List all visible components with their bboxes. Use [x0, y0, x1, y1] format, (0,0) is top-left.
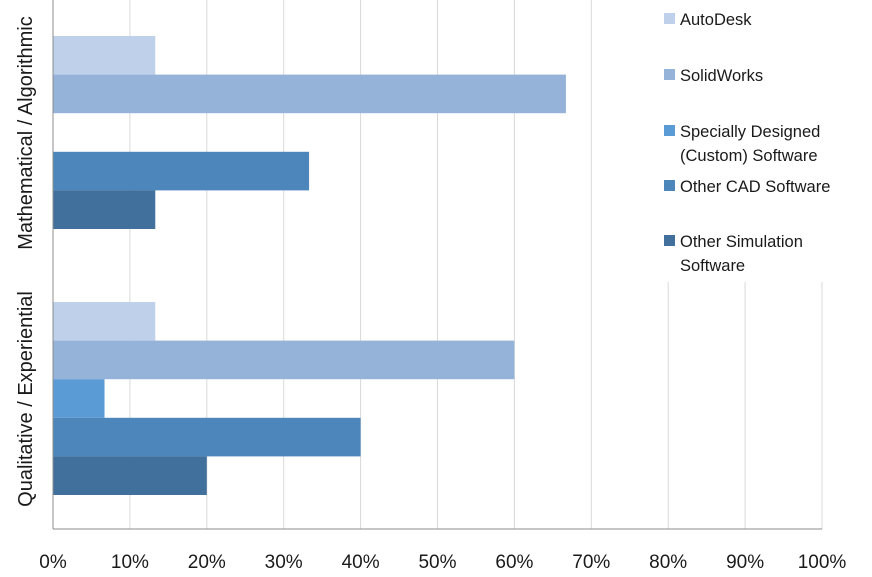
x-tick-label: 50%	[418, 552, 456, 573]
bar-autodesk-1	[53, 36, 156, 75]
legend-swatch	[664, 13, 675, 24]
legend-label: Specially Designed	[680, 123, 820, 141]
bar-specially-designed-custom-software-2	[53, 379, 105, 418]
legend-label: Software	[680, 257, 745, 275]
legend-label: (Custom) Software	[680, 147, 818, 165]
legend-label: Other CAD Software	[680, 178, 830, 196]
bar-solidworks-2	[53, 340, 515, 380]
x-tick-label: 40%	[342, 552, 380, 573]
bars	[53, 36, 566, 495]
x-tick-label: 60%	[495, 552, 533, 573]
legend-label: AutoDesk	[680, 11, 752, 29]
legend-swatch	[664, 235, 675, 246]
legend-swatch	[664, 69, 675, 80]
bar-other-simulation-software-1	[53, 190, 156, 229]
legend: AutoDesk SolidWorks Specially Designed (Cus…	[654, 0, 872, 282]
legend-label: Other Simulation	[680, 233, 803, 251]
category-labels: Mathematical / Algorithmic Qualitative / …	[15, 16, 37, 507]
x-tick-label: 70%	[572, 552, 610, 573]
x-tick-label: 80%	[649, 552, 687, 573]
bar-autodesk-2	[53, 302, 156, 341]
legend-swatch	[664, 125, 675, 136]
x-tick-label: 0%	[39, 552, 67, 573]
x-tick-label: 100%	[798, 552, 847, 573]
legend-swatch	[664, 180, 675, 191]
x-tick-label: 20%	[188, 552, 226, 573]
bar-other-cad-software-1	[53, 151, 310, 191]
category-label: Qualitative / Experiential	[15, 291, 37, 507]
x-tick-label: 30%	[265, 552, 303, 573]
x-tick-label: 90%	[726, 552, 764, 573]
x-tick-label: 10%	[111, 552, 149, 573]
category-label: Mathematical / Algorithmic	[15, 16, 37, 249]
bar-other-cad-software-2	[53, 417, 361, 457]
bar-solidworks-1	[53, 74, 566, 114]
legend-label: SolidWorks	[680, 67, 763, 85]
axes	[52, 0, 822, 530]
bar-other-simulation-software-2	[53, 456, 207, 495]
legend-background	[654, 0, 872, 282]
x-tick-labels: 0% 10% 20% 30% 40% 50% 60% 70% 80% 90% 100%	[39, 552, 846, 573]
